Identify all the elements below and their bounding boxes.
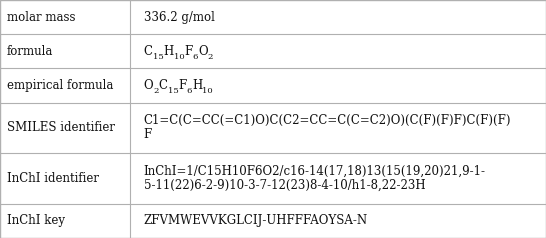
Text: F: F: [144, 129, 152, 141]
Text: formula: formula: [7, 45, 53, 58]
Text: C: C: [159, 79, 168, 92]
Text: H: H: [192, 79, 202, 92]
Text: ZFVMWEVVKGLCIJ-UHFFFAOYSA-N: ZFVMWEVVKGLCIJ-UHFFFAOYSA-N: [144, 214, 368, 228]
Text: O: O: [198, 45, 207, 58]
Text: molar mass: molar mass: [7, 10, 75, 24]
Text: empirical formula: empirical formula: [7, 79, 113, 92]
Text: F: F: [179, 79, 187, 92]
Text: C1=C(C=CC(=C1)O)C(C2=CC=C(C=C2)O)(C(F)(F)F)C(F)(F): C1=C(C=CC(=C1)O)C(C2=CC=C(C=C2)O)(C(F)(F…: [144, 114, 511, 127]
Text: 6: 6: [187, 87, 192, 95]
Text: 15: 15: [168, 87, 179, 95]
Text: O: O: [144, 79, 153, 92]
Text: 10: 10: [174, 53, 185, 61]
Text: 15: 15: [153, 53, 163, 61]
Text: C: C: [144, 45, 153, 58]
Text: 5-11(22)6-2-9)10-3-7-12(23)8-4-10/h1-8,22-23H: 5-11(22)6-2-9)10-3-7-12(23)8-4-10/h1-8,2…: [144, 179, 425, 192]
Text: InChI identifier: InChI identifier: [7, 172, 98, 185]
Text: InChI=1/C15H10F6O2/c16-14(17,18)13(15(19,20)21,9-1-: InChI=1/C15H10F6O2/c16-14(17,18)13(15(19…: [144, 165, 485, 178]
Text: InChI key: InChI key: [7, 214, 64, 228]
Text: 336.2 g/mol: 336.2 g/mol: [144, 10, 215, 24]
Text: SMILES identifier: SMILES identifier: [7, 121, 115, 134]
Text: 2: 2: [153, 87, 159, 95]
Text: 6: 6: [193, 53, 198, 61]
Text: 10: 10: [202, 87, 213, 95]
Text: H: H: [163, 45, 174, 58]
Text: F: F: [185, 45, 193, 58]
Text: 2: 2: [207, 53, 213, 61]
